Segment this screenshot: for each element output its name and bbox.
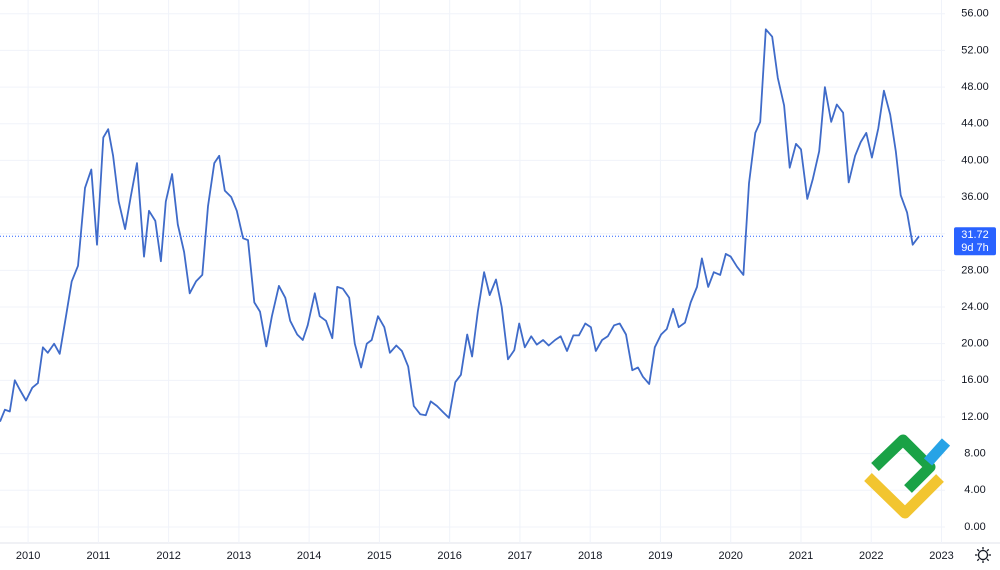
x-tick-label: 2018 [578,550,602,562]
y-tick-label: 44.00 [961,118,989,130]
countdown-label: 9d 7h [961,242,989,254]
last-price-label: 31.72 [961,229,989,241]
last-price-box [954,227,996,256]
x-tick-label: 2019 [648,550,672,562]
x-tick-label: 2021 [789,550,813,562]
x-tick-label: 2013 [227,550,251,562]
y-tick-label: 48.00 [961,81,989,93]
y-tick-label: 4.00 [964,484,985,496]
y-tick-label: 24.00 [961,301,989,313]
y-tick-label: 52.00 [961,44,989,56]
y-tick-label: 12.00 [961,411,989,423]
x-tick-label: 2014 [297,550,321,562]
x-tick-label: 2015 [367,550,391,562]
logo [864,434,951,519]
settings-icon[interactable] [975,547,991,563]
y-tick-label: 28.00 [961,264,989,276]
x-tick-label: 2012 [156,550,180,562]
y-tick-label: 40.00 [961,154,989,166]
y-tick-label: 20.00 [961,338,989,350]
x-tick-label: 2022 [859,550,883,562]
y-tick-label: 56.00 [961,8,989,20]
price-line [0,28,920,422]
y-tick-label: 0.00 [964,521,985,533]
y-tick-label: 36.00 [961,191,989,203]
x-tick-label: 2010 [16,550,40,562]
x-tick-label: 2016 [437,550,461,562]
y-tick-label: 16.00 [961,374,989,386]
x-tick-label: 2023 [929,550,953,562]
x-tick-label: 2020 [718,550,742,562]
y-tick-label: 8.00 [964,448,985,460]
x-tick-label: 2017 [508,550,532,562]
x-tick-label: 2011 [87,550,111,562]
